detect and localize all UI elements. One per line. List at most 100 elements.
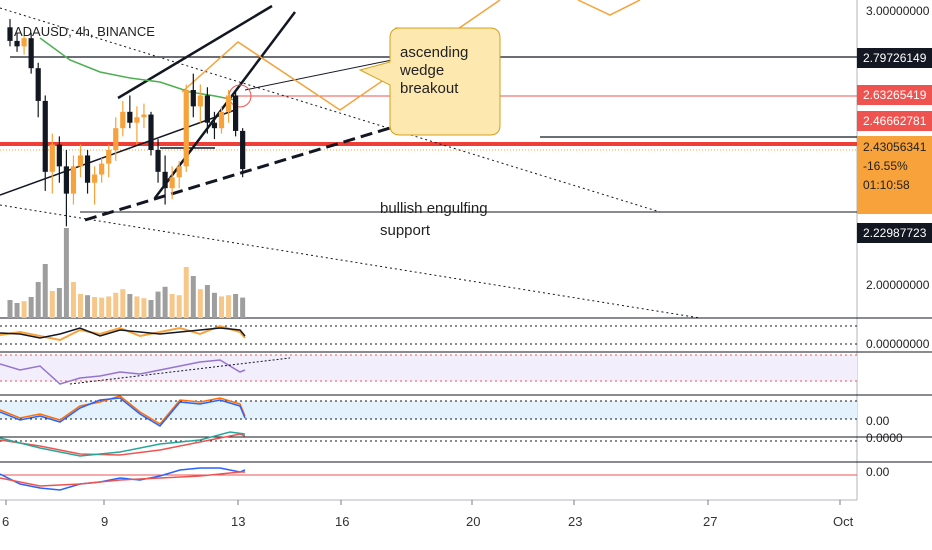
price-axis-low: 2.00000000 [866, 278, 930, 292]
support-line-1: bullish engulfing [380, 200, 488, 217]
volume-bar [141, 298, 147, 318]
callout-line-1: ascending [400, 44, 469, 61]
volume-bar [63, 228, 69, 318]
candle-body [35, 68, 41, 101]
candle-body [162, 171, 168, 189]
volume-bar [169, 294, 175, 318]
date-label: 20 [466, 514, 481, 529]
price-tag-2-466: 2.46662781 [857, 111, 932, 131]
candle-body [92, 174, 98, 183]
candle-body [84, 155, 91, 183]
volume-bar [148, 300, 154, 318]
rsi-band [0, 355, 857, 381]
candle-body [169, 177, 175, 189]
candle-body [218, 111, 225, 129]
rsi-trendline [69, 357, 291, 385]
date-label: Oct [833, 514, 854, 529]
volume-bar [134, 296, 140, 318]
candle-body [7, 27, 13, 41]
candle-body [28, 38, 34, 69]
date-label: 13 [231, 514, 246, 529]
indicator-axis-2: 0.00 [866, 414, 890, 428]
candle-body [77, 155, 84, 167]
date-label: 23 [568, 514, 583, 529]
volume-bar [106, 296, 112, 318]
rsi-line [0, 359, 246, 385]
volume-bar [226, 295, 232, 318]
volume-bar [197, 289, 203, 318]
volume-bar [127, 294, 133, 318]
volume-bar [42, 264, 48, 318]
osc-line-dark [0, 327, 246, 339]
price-tag-2-229: 2.22987723 [857, 223, 932, 243]
volume-bar [99, 297, 105, 318]
ind5-slow-line [0, 471, 245, 487]
volume-bar [211, 292, 217, 318]
date-label: 16 [335, 514, 350, 529]
callout-pointer-line [244, 59, 393, 91]
volume-bar [204, 285, 210, 318]
stoch-d-line [0, 395, 246, 425]
ind5-fast-line [0, 467, 246, 491]
date-label: 6 [2, 514, 10, 529]
candle-body [155, 150, 161, 172]
candle-body [197, 95, 203, 107]
macd-signal-line [0, 433, 246, 456]
trendline-dotted-upper [0, 7, 661, 213]
candle-body [141, 114, 147, 118]
callout-line-3: breakout [400, 80, 459, 97]
current-price-box: 2.43056341 -16.55% 01:10:58 [857, 136, 932, 214]
candle-body [233, 95, 239, 131]
volume-bar [28, 297, 34, 318]
projection-path-right [577, 0, 641, 16]
volume-bar [162, 286, 168, 318]
trendline-dotted-lower [0, 204, 701, 319]
candle-body [148, 114, 154, 150]
volume-bar [240, 297, 246, 318]
candle-body [190, 90, 196, 107]
candle-body [120, 111, 126, 129]
candle-body [204, 95, 210, 123]
candle-body [176, 166, 182, 178]
candle-body [134, 117, 140, 123]
candle-countdown: 01:10:58 [863, 178, 910, 192]
candle-body [113, 128, 119, 150]
candle-body [70, 166, 77, 194]
wedge-lower-line [154, 11, 296, 199]
volume-bar [176, 295, 182, 318]
volume-bar [70, 282, 76, 318]
trend-support-line [0, 109, 236, 196]
candle-body [183, 90, 189, 167]
date-label: 27 [703, 514, 718, 529]
wedge-upper-line [117, 4, 273, 100]
price-tag-2-797: 2.79726149 [857, 48, 932, 68]
volume-bar [183, 267, 189, 318]
candle-body [14, 40, 20, 47]
price-tag-2-632: 2.63265419 [857, 85, 932, 105]
candle-body [106, 150, 112, 164]
volume-bar [7, 300, 13, 318]
current-price: 2.43056341 [863, 140, 927, 154]
volume-bar [120, 289, 126, 318]
price-axis-top: 3.00000000 [866, 4, 930, 18]
candle-body [225, 95, 232, 112]
volume-bar [49, 291, 55, 318]
volume-bar [92, 297, 98, 318]
candle-body [127, 111, 133, 123]
volume-bar [56, 288, 62, 318]
support-line-2: support [380, 222, 431, 239]
candle-body [240, 130, 246, 170]
volume-bar [113, 292, 119, 318]
volume-bar [233, 294, 239, 318]
macd-line [0, 431, 246, 457]
price-change: -16.55% [863, 159, 908, 173]
volume-bar [14, 303, 20, 318]
moving-average-line [39, 37, 236, 101]
volume-bar [21, 301, 27, 318]
candle-body [99, 163, 105, 175]
stoch-k-line [0, 397, 246, 427]
indicator-axis-3: 0.0000 [866, 431, 903, 445]
volume-bar [85, 295, 91, 318]
dashed-support-line [84, 126, 391, 222]
